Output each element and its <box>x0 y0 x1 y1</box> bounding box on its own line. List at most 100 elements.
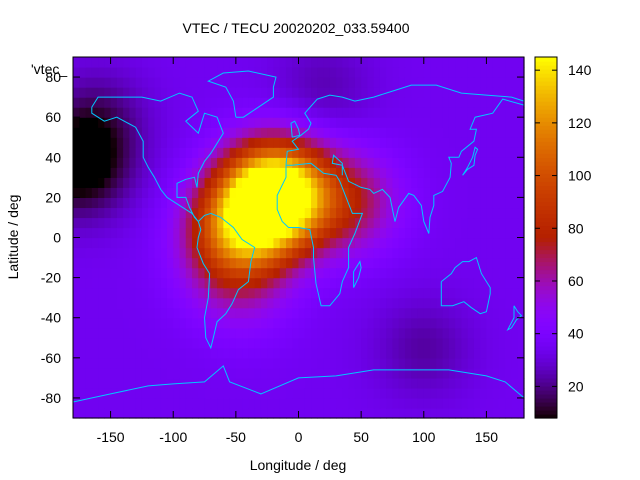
heatmap-cell <box>379 127 387 138</box>
heatmap-cell <box>116 77 124 88</box>
heatmap-cell <box>173 357 181 369</box>
heatmap-cell <box>235 367 243 379</box>
heatmap-cell <box>173 147 181 158</box>
heatmap-cell <box>267 277 275 289</box>
heatmap-cell <box>223 367 231 379</box>
heatmap-cell <box>480 67 488 78</box>
heatmap-cell <box>505 357 513 369</box>
heatmap-cell <box>123 77 130 88</box>
heatmap-cell <box>135 107 143 118</box>
heatmap-cell <box>386 277 394 289</box>
heatmap-cell <box>273 67 281 78</box>
heatmap-cell <box>492 167 500 178</box>
heatmap-cell <box>430 227 437 239</box>
heatmap-cell <box>386 377 394 389</box>
heatmap-cell <box>361 117 368 128</box>
heatmap-cell <box>229 387 237 399</box>
heatmap-cell <box>98 117 105 128</box>
heatmap-cell <box>311 117 318 128</box>
heatmap-cell <box>455 377 462 389</box>
heatmap-cell <box>517 327 525 339</box>
heatmap-cell <box>135 307 143 319</box>
heatmap-cell <box>486 87 494 98</box>
heatmap-cell <box>442 257 450 269</box>
heatmap-cell <box>455 307 462 319</box>
heatmap-cell <box>354 127 362 138</box>
heatmap-cell <box>135 137 143 148</box>
heatmap-cell <box>279 187 287 198</box>
heatmap-cell <box>379 277 387 289</box>
heatmap-cell <box>455 167 462 178</box>
heatmap-cell <box>480 247 488 259</box>
heatmap-cell <box>273 227 281 239</box>
heatmap-cell <box>304 97 312 108</box>
heatmap-cell <box>148 317 156 329</box>
heatmap-cell <box>210 157 218 168</box>
heatmap-cell <box>404 77 412 88</box>
heatmap-cell <box>98 227 105 239</box>
heatmap-cell <box>311 187 318 198</box>
heatmap-cell <box>461 397 469 409</box>
heatmap-cell <box>129 67 137 78</box>
heatmap-cell <box>386 207 394 219</box>
heatmap-cell <box>141 117 149 128</box>
heatmap-cell <box>467 137 475 148</box>
heatmap-cell <box>217 377 224 389</box>
colorbar-segment <box>535 73 557 78</box>
heatmap-cell <box>505 97 513 108</box>
heatmap-cell <box>79 97 87 108</box>
heatmap-cell <box>411 327 419 339</box>
heatmap-cell <box>336 257 343 269</box>
heatmap-cell <box>411 407 419 419</box>
heatmap-cell <box>217 157 224 168</box>
heatmap-cell <box>110 257 118 269</box>
colorbar-segment <box>535 229 557 235</box>
heatmap-cell <box>498 327 506 339</box>
heatmap-cell <box>160 237 168 249</box>
heatmap-cell <box>398 167 406 178</box>
heatmap-cell <box>417 317 425 329</box>
heatmap-cell <box>417 307 425 319</box>
heatmap-cell <box>298 87 306 98</box>
heatmap-cell <box>304 197 312 209</box>
heatmap-cell <box>192 117 199 128</box>
heatmap-cell <box>73 127 80 138</box>
heatmap-cell <box>498 217 506 229</box>
heatmap-cell <box>179 147 187 158</box>
heatmap-cell <box>467 97 475 108</box>
heatmap-cell <box>248 137 256 148</box>
heatmap-cell <box>448 227 456 239</box>
heatmap-cell <box>129 117 137 128</box>
heatmap-cell <box>85 117 93 128</box>
heatmap-cell <box>348 57 356 68</box>
heatmap-cell <box>198 307 206 319</box>
heatmap-cell <box>336 117 343 128</box>
heatmap-cell <box>73 407 80 419</box>
heatmap-cell <box>204 297 212 309</box>
heatmap-cell <box>423 147 431 158</box>
heatmap-cell <box>505 137 513 148</box>
heatmap-cell <box>198 177 206 188</box>
heatmap-cells <box>73 57 525 419</box>
heatmap-cell <box>329 87 337 98</box>
heatmap-cell <box>455 117 462 128</box>
heatmap-cell <box>386 137 394 148</box>
heatmap-cell <box>379 117 387 128</box>
heatmap-cell <box>342 337 350 349</box>
heatmap-cell <box>442 267 450 279</box>
heatmap-cell <box>467 317 475 329</box>
heatmap-cell <box>229 147 237 158</box>
heatmap-cell <box>160 67 168 78</box>
heatmap-cell <box>204 367 212 379</box>
heatmap-cell <box>311 237 318 249</box>
heatmap-cell <box>473 77 481 88</box>
heatmap-cell <box>461 67 469 78</box>
heatmap-cell <box>354 57 362 68</box>
heatmap-cell <box>248 57 256 68</box>
colorbar-segment <box>535 241 557 247</box>
heatmap-cell <box>135 57 143 68</box>
heatmap-cell <box>404 407 412 419</box>
heatmap-cell <box>79 277 87 289</box>
heatmap-cell <box>361 337 368 349</box>
heatmap-cell <box>336 127 343 138</box>
